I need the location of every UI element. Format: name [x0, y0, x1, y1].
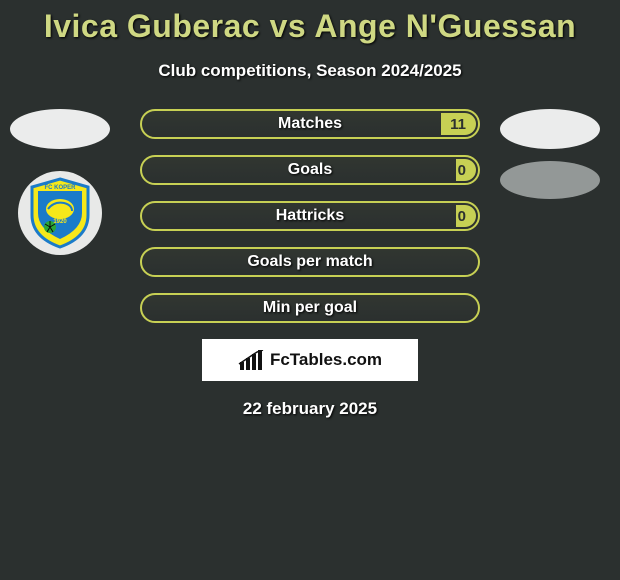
stats-area: FC KOPER 1920 Matches 11 Goals 0 Hattric… — [0, 109, 620, 419]
footer-date: 22 february 2025 — [0, 399, 620, 419]
footer-brand-text: FcTables.com — [270, 350, 382, 370]
badge-club-name: FC KOPER — [44, 185, 76, 191]
player-avatar-right-shadow — [500, 161, 600, 199]
page-title: Ivica Guberac vs Ange N'Guessan — [0, 8, 620, 45]
player-avatar-right — [500, 109, 600, 149]
subtitle: Club competitions, Season 2024/2025 — [0, 61, 620, 81]
stat-rows: Matches 11 Goals 0 Hattricks 0 Goals per… — [140, 109, 480, 323]
stat-label: Hattricks — [276, 207, 344, 225]
stat-value: 11 — [450, 116, 466, 133]
bar-chart-icon — [238, 350, 264, 370]
shield-icon: FC KOPER 1920 — [28, 177, 92, 249]
stat-bar-goals-per-match: Goals per match — [140, 247, 480, 277]
club-badge-shield: FC KOPER 1920 — [28, 177, 92, 249]
stat-label: Goals per match — [247, 253, 372, 271]
stat-label: Min per goal — [263, 299, 357, 317]
stat-bar-min-per-goal: Min per goal — [140, 293, 480, 323]
stat-bar-hattricks: Hattricks 0 — [140, 201, 480, 231]
footer-brand-box: FcTables.com — [202, 339, 418, 381]
stat-label: Matches — [278, 115, 342, 133]
stat-bar-matches: Matches 11 — [140, 109, 480, 139]
comparison-infographic: Ivica Guberac vs Ange N'Guessan Club com… — [0, 8, 620, 419]
badge-year: 1920 — [53, 219, 67, 225]
club-badge: FC KOPER 1920 — [18, 171, 102, 255]
player-avatar-left — [10, 109, 110, 149]
stat-value: 0 — [458, 208, 466, 225]
stat-label: Goals — [288, 161, 332, 179]
stat-value: 0 — [458, 162, 466, 179]
stat-bar-goals: Goals 0 — [140, 155, 480, 185]
